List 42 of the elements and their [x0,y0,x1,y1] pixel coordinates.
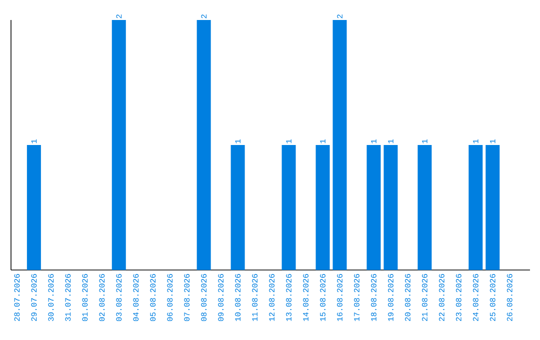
data-label: 1 [286,139,292,144]
x-tick-label: 05.08.2026 [150,274,156,322]
x-tick-label: 01.08.2026 [82,274,88,322]
x-tick-label: 15.08.2026 [320,274,326,321]
data-label: 1 [31,139,37,144]
data-label: 1 [320,139,326,144]
x-tick-label: 14.08.2026 [303,274,308,321]
x-tick-label: 30.07.2026 [48,274,54,322]
x-tick-label: 22.08.2026 [438,274,444,321]
x-tick-label: 10.08.2026 [235,274,241,321]
data-label: 1 [235,139,240,144]
x-tick-label: 12.08.2026 [269,274,274,321]
x-tick-label: 21.08.2026 [422,274,428,321]
x-tick-label: 26.08.2026 [506,274,512,321]
x-tick-label: 20.08.2026 [404,274,410,321]
x-tick-label: 29.07.2026 [31,274,37,321]
x-tick-label: 02.08.2026 [99,274,105,322]
data-label: 1 [371,139,376,144]
data-label: 1 [473,139,478,144]
x-tick-label: 07.08.2026 [184,274,190,322]
x-tick-label: 28.07.2026 [14,274,20,321]
data-label: 1 [422,139,428,144]
x-tick-label: 17.08.2026 [354,274,360,321]
x-tick-label: 31.07.2026 [65,274,71,322]
x-tick-label: 18.08.2026 [371,274,376,321]
data-label: 2 [201,14,206,18]
x-tick-label: 24.08.2026 [472,274,478,321]
x-tick-label: 06.08.2026 [167,274,173,322]
data-label: 1 [388,139,394,144]
data-label: 1 [490,139,496,144]
x-tick-label: 04.08.2026 [133,274,139,322]
x-tick-label: 11.08.2026 [252,274,258,321]
x-tick-label: 19.08.2026 [388,274,394,321]
x-tick-label: 09.08.2026 [218,274,224,322]
data-label: 2 [337,14,342,18]
data-label: 2 [116,14,122,18]
x-tick-label: 08.08.2026 [201,274,207,322]
x-tick-label: 03.08.2026 [116,274,122,322]
x-tick-label: 23.08.2026 [456,274,462,321]
x-tick-label: 25.08.2026 [490,274,496,321]
x-tick-label: 13.08.2026 [286,274,292,321]
x-tick-label: 16.08.2026 [337,274,342,321]
